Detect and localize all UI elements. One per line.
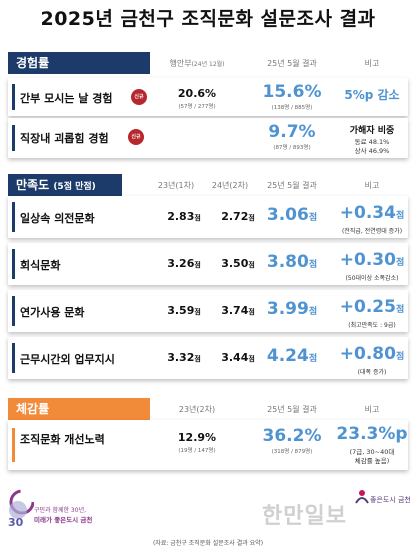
watermark: 한만일보 bbox=[262, 504, 347, 529]
note-text: (대폭 증가) bbox=[357, 369, 387, 376]
delta-value: +0.34점 bbox=[339, 203, 405, 223]
note-line-2: 상사 46.9% bbox=[354, 147, 390, 155]
y1-value: 3.26점 bbox=[167, 257, 201, 270]
row-label: 직장내 괴롭힘 경험 bbox=[20, 132, 109, 145]
satisfaction-row-2: 회식문화 3.26점 3.50점 3.80점 +0.30점 (50대이상 소폭감… bbox=[8, 243, 408, 285]
column-header-note: 비고 bbox=[364, 59, 380, 68]
current-sub: (318명 / 879명) bbox=[271, 449, 313, 455]
y1-value: 2.83점 bbox=[167, 210, 201, 223]
current-sub: (87명 / 893명) bbox=[273, 145, 311, 151]
row-accent-bar bbox=[12, 84, 15, 110]
note-value: 5%p 감소 bbox=[344, 88, 400, 102]
column-header-prev: 행안부(24년 12월) bbox=[169, 59, 225, 68]
note-text: (50대이상 소폭감소) bbox=[345, 275, 399, 282]
emblem-number: 30 bbox=[8, 516, 24, 528]
current-value: 3.99점 bbox=[266, 299, 318, 319]
prev-value: 20.6% bbox=[177, 87, 217, 100]
note-line-1: 동료 48.1% bbox=[354, 138, 390, 146]
satisfaction-row-3: 연가사용 문화 3.59점 3.74점 3.99점 +0.25점 (최고만족도 … bbox=[8, 290, 408, 332]
column-header-y1: 23년(1차) bbox=[157, 181, 195, 190]
current-value: 9.7% bbox=[268, 122, 316, 142]
y2-value: 3.50점 bbox=[221, 257, 255, 270]
current-value: 15.6% bbox=[262, 82, 322, 102]
y2-value: 2.72점 bbox=[221, 210, 255, 223]
delta-value: 23.3%p bbox=[336, 424, 408, 444]
row-accent-bar bbox=[12, 202, 15, 232]
note-text: (전직급, 전연령대 증가) bbox=[341, 228, 403, 235]
satisfaction-row-1: 일상속 의전문화 2.83점 2.72점 3.06점 +0.34점 (전직급, … bbox=[8, 196, 408, 238]
column-header-current: 25년 5월 결과 bbox=[267, 405, 317, 414]
y1-value: 3.59점 bbox=[167, 304, 201, 317]
column-header-current: 25년 5월 결과 bbox=[267, 59, 317, 68]
row-accent-bar bbox=[12, 249, 15, 279]
section-heading: 체감률 bbox=[16, 402, 50, 416]
new-badge: 신규 bbox=[128, 129, 144, 145]
delta-value: +0.25점 bbox=[339, 297, 405, 317]
column-header-note: 비고 bbox=[364, 405, 380, 414]
brand-name: 좋은도시 금천 bbox=[370, 496, 411, 504]
section-header-perception: 체감률 bbox=[8, 398, 150, 420]
prev-sub: (19명 / 147명) bbox=[178, 448, 216, 454]
current-value: 3.06점 bbox=[266, 205, 318, 225]
note-line-1: (7급, 30~40대 bbox=[349, 448, 395, 456]
column-header-y2: 24년(2차) bbox=[211, 181, 249, 190]
row-label: 근무시간외 업무지시 bbox=[20, 353, 115, 366]
row-accent-bar bbox=[12, 296, 15, 326]
new-badge: 신규 bbox=[131, 89, 147, 105]
brand-mark-icon bbox=[355, 490, 369, 504]
current-value: 3.80점 bbox=[266, 252, 318, 272]
current-sub: (138명 / 885명) bbox=[271, 105, 313, 111]
column-header-note: 비고 bbox=[364, 181, 380, 190]
row-accent-bar bbox=[12, 125, 15, 151]
satisfaction-row-4: 근무시간외 업무지시 3.32점 3.44점 4.24점 +0.80점 (대폭 … bbox=[8, 337, 408, 379]
y2-value: 3.44점 bbox=[221, 351, 255, 364]
section-heading: 만족도 bbox=[16, 178, 50, 192]
footer-caption: (자료: 금천구 조직문화 설문조사 결과 요약) bbox=[152, 540, 264, 547]
row-label: 조직문화 개선노력 bbox=[20, 433, 105, 446]
column-header-current: 25년 5월 결과 bbox=[267, 181, 317, 190]
logo-slogan-line-2: 미래가 좋은도시 금천 bbox=[34, 516, 93, 524]
note-line-2: 체감률 높음) bbox=[354, 457, 390, 465]
note-title: 가해자 비중 bbox=[349, 126, 395, 136]
experience-row-1: 간부 모시는 날 경험 신규 20.6% (57명 / 277명) 15.6% … bbox=[8, 78, 408, 116]
delta-value: +0.30점 bbox=[339, 250, 405, 270]
section-header-satisfaction: 만족도 (5점 만점) bbox=[8, 174, 122, 196]
page-title: 2025년 금천구 조직문화 설문조사 결과 bbox=[40, 8, 376, 30]
note-text: (최고만족도 : 9급) bbox=[348, 322, 396, 329]
row-label: 일상속 의전문화 bbox=[20, 212, 95, 225]
row-label: 간부 모시는 날 경험 bbox=[20, 92, 113, 105]
current-value: 4.24점 bbox=[266, 346, 318, 366]
current-value: 36.2% bbox=[262, 426, 322, 446]
section-heading-small: (5점 만점) bbox=[53, 182, 96, 192]
prev-value: 12.9% bbox=[177, 431, 217, 444]
anniversary-emblem-icon: 30 bbox=[8, 489, 34, 528]
section-heading: 경험률 bbox=[16, 56, 50, 70]
row-label: 회식문화 bbox=[20, 259, 61, 272]
row-accent-bar bbox=[12, 343, 15, 373]
y1-value: 3.32점 bbox=[167, 351, 201, 364]
logo-slogan-line-1: 구민과 함께한 30년, bbox=[34, 507, 86, 514]
row-label: 연가사용 문화 bbox=[20, 306, 85, 319]
perception-row: 조직문화 개선노력 12.9% (19명 / 147명) 36.2% (318명… bbox=[8, 420, 408, 470]
delta-value: +0.80점 bbox=[339, 344, 405, 364]
prev-sub: (57명 / 277명) bbox=[178, 104, 216, 110]
y2-value: 3.74점 bbox=[221, 304, 255, 317]
row-accent-bar bbox=[12, 428, 15, 462]
experience-row-2: 직장내 괴롭힘 경험 신규 9.7% (87명 / 893명) 가해자 비중 동… bbox=[8, 118, 408, 158]
section-header-experience: 경험률 bbox=[8, 52, 150, 74]
column-header-prev: 23년(2차) bbox=[178, 405, 216, 414]
